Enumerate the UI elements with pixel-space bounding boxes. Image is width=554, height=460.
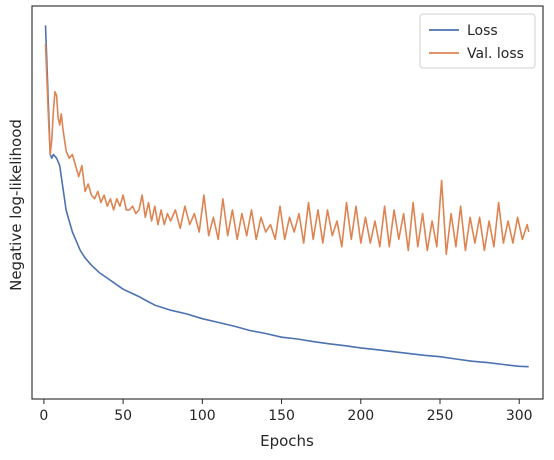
legend-label-val-loss: Val. loss [467,46,524,62]
series-line-loss [44,25,529,368]
plot-background [32,6,543,399]
x-axis-label: Epochs [260,432,314,450]
plot-frame [31,5,544,400]
x-tick-label: 200 [347,408,374,424]
legend-box [419,13,536,69]
legend-label-loss: Loss [467,23,498,39]
x-tick-label: 300 [506,408,533,424]
x-tick-label: 0 [39,408,48,424]
x-tick-label: 100 [189,408,216,424]
x-tick-label: 150 [268,408,295,424]
series-line-val-loss [44,43,530,255]
x-tick-label: 250 [427,408,454,424]
x-axis-ticks: 0 50 100 150 200 250 300 [39,399,533,424]
y-axis-label: Negative log-likelihood [7,119,25,291]
x-tick-label: 50 [114,408,132,424]
series-layer [44,25,530,368]
legend: Loss Val. loss [419,13,536,69]
